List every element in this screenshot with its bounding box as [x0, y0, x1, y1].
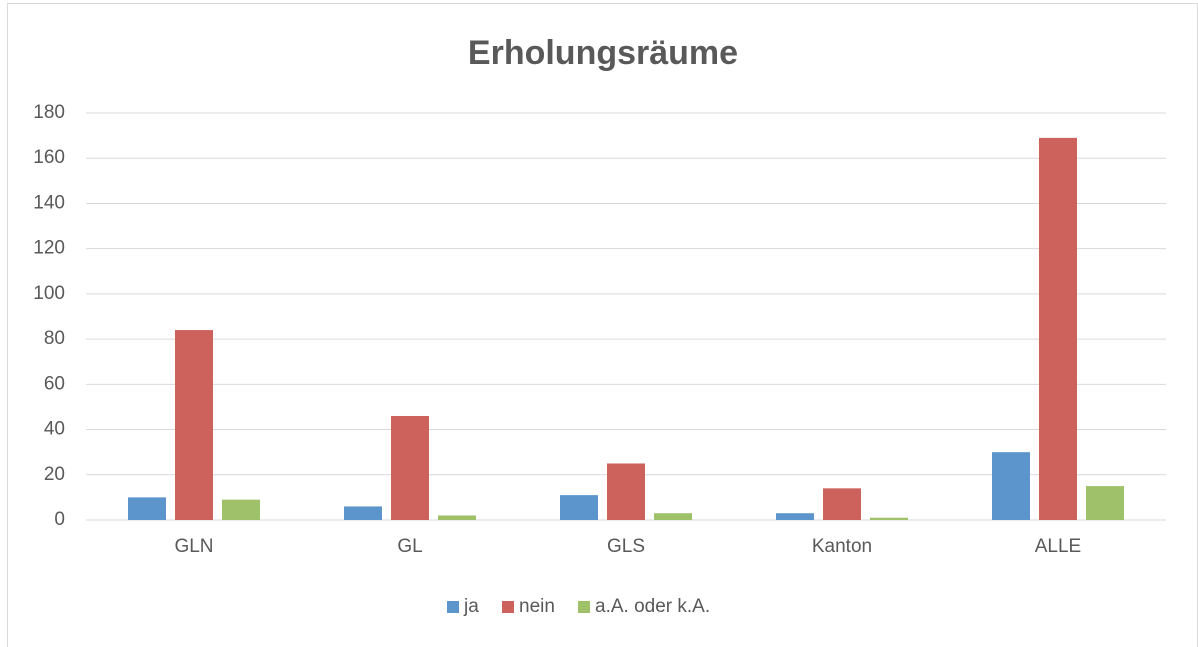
chart-title: Erholungsräume — [468, 34, 738, 72]
bar — [438, 515, 476, 520]
bar — [175, 330, 213, 520]
x-tick-label: GLS — [607, 536, 645, 557]
chart-frame — [7, 3, 1198, 647]
bar — [823, 488, 861, 520]
bar — [1039, 137, 1077, 520]
legend-label: nein — [519, 596, 555, 617]
legend-swatch — [578, 601, 590, 613]
y-tick-label: 120 — [33, 238, 65, 259]
bar — [992, 452, 1030, 520]
y-tick-label: 80 — [44, 328, 65, 349]
legend-label: a.A. oder k.A. — [595, 596, 710, 617]
bar — [391, 415, 429, 520]
bar — [560, 495, 598, 520]
y-tick-label: 180 — [33, 102, 65, 123]
y-tick-label: 160 — [33, 147, 65, 168]
y-tick-label: 60 — [44, 373, 65, 394]
y-tick-label: 20 — [44, 464, 65, 485]
bar — [1086, 486, 1124, 520]
bar — [870, 517, 908, 520]
bar — [776, 513, 814, 520]
x-tick-label: GLN — [174, 536, 213, 557]
legend-swatch — [447, 601, 459, 613]
y-tick-label: 40 — [44, 419, 65, 440]
y-tick-label: 140 — [33, 192, 65, 213]
y-tick-label: 0 — [54, 509, 65, 530]
bar — [607, 463, 645, 520]
y-tick-label: 100 — [33, 283, 65, 304]
legend-swatch — [502, 601, 514, 613]
legend-label: ja — [463, 596, 479, 617]
bar — [654, 513, 692, 520]
x-tick-label: ALLE — [1035, 536, 1081, 557]
bar — [128, 497, 166, 520]
bar — [344, 506, 382, 520]
x-tick-label: GL — [397, 536, 422, 557]
x-tick-label: Kanton — [812, 536, 872, 557]
bar — [222, 499, 260, 520]
